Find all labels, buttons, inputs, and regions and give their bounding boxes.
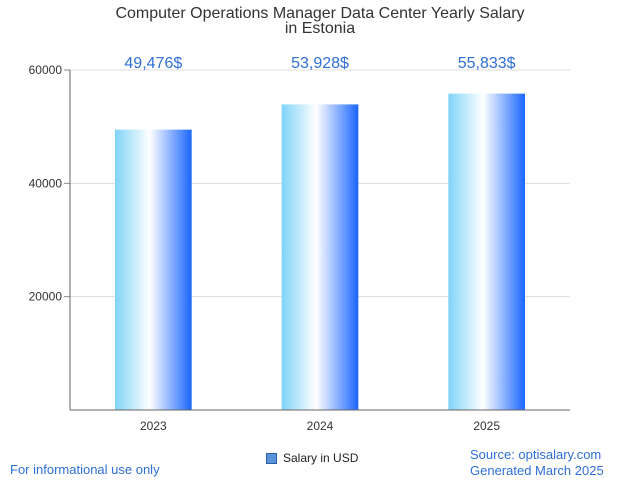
bar — [115, 129, 192, 411]
source-text: Source: optisalary.com — [470, 447, 602, 462]
bar — [281, 104, 359, 411]
chart-title-line-1: Computer Operations Manager Data Center … — [115, 5, 524, 22]
bar-value-label: 55,833$ — [458, 55, 516, 72]
y-tick-label: 60000 — [29, 63, 63, 77]
legend-swatch — [266, 452, 277, 464]
bar-value-label: 53,928$ — [291, 55, 349, 72]
y-tick-label: 20000 — [29, 290, 63, 304]
disclaimer-text: For informational use only — [10, 462, 160, 477]
bar-value-label: 49,476$ — [124, 55, 182, 72]
x-tick-label: 2024 — [307, 419, 334, 433]
bar — [448, 93, 525, 410]
generated-text: Generated March 2025 — [470, 463, 604, 478]
x-tick-label: 2023 — [140, 419, 167, 433]
legend-label: Salary in USD — [283, 451, 359, 465]
footer-source-block: Source: optisalary.com Generated March 2… — [470, 447, 604, 479]
x-tick-label: 2025 — [473, 419, 500, 433]
y-tick-label: 40000 — [29, 176, 63, 190]
chart-title-line-2: in Estonia — [285, 20, 355, 37]
legend: Salary in USD — [266, 451, 358, 465]
